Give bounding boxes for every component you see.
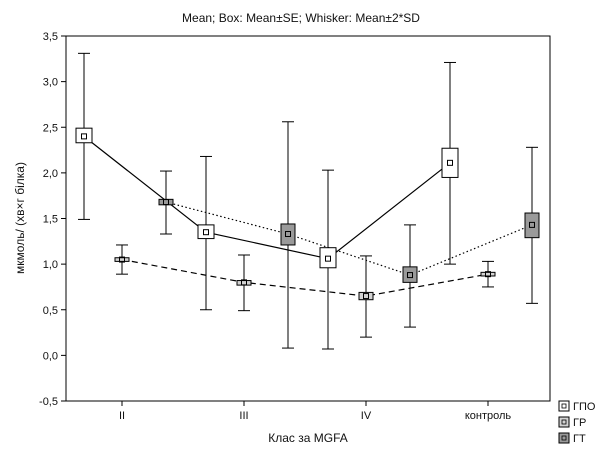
box-3-3 — [402, 224, 418, 328]
y-tick-label: 3,0 — [43, 77, 58, 89]
legend-item-3: ГТ — [558, 432, 586, 445]
mean-marker — [447, 159, 453, 166]
box-2-3 — [358, 255, 374, 338]
se-box — [441, 147, 459, 178]
legend-marker — [561, 403, 567, 409]
y-tick-label: 3,5 — [43, 31, 58, 43]
mean-marker — [529, 221, 535, 228]
se-box — [358, 291, 374, 301]
y-tick-label: 1,0 — [43, 259, 58, 271]
x-tick-label: III — [239, 410, 248, 422]
y-tick-label: 0,5 — [43, 305, 58, 317]
box-2-2 — [236, 254, 252, 312]
se-box — [75, 127, 93, 144]
se-box — [197, 224, 215, 240]
mean-line-1 — [83, 135, 451, 260]
chart-title: Mean; Box: Mean±SE; Whisker: Mean±2*SD — [182, 11, 420, 25]
series-boxes — [75, 52, 540, 350]
x-axis: II III IV контроль — [119, 401, 511, 422]
legend-item-1: ГПО — [558, 400, 596, 413]
box-2-4 — [480, 260, 496, 288]
box-1-2 — [197, 155, 215, 311]
y-tick-label: 0,0 — [43, 350, 58, 362]
x-tick-label: IV — [361, 410, 372, 422]
y-axis: -0,5 0,0 0,5 1,0 1,5 2,0 2,5 3,0 3,5 — [39, 31, 66, 408]
legend-label: ГТ — [573, 433, 586, 445]
y-tick-label: -0,5 — [39, 396, 58, 408]
legend: ГПО ГР ГТ — [558, 400, 596, 445]
mean-marker — [119, 256, 125, 263]
mean-marker — [81, 133, 87, 140]
mean-marker — [363, 293, 369, 300]
legend-item-2: ГР — [558, 416, 586, 429]
se-box — [480, 271, 496, 277]
mean-marker — [241, 279, 247, 286]
se-box — [319, 247, 337, 269]
legend-label: ГР — [573, 417, 586, 429]
mean-line-2 — [121, 258, 489, 297]
box-3-4 — [524, 146, 540, 304]
box-3-2 — [280, 121, 296, 349]
y-tick-label: 2,5 — [43, 122, 58, 134]
legend-marker — [561, 435, 567, 441]
x-axis-label: Клас за MGFA — [268, 431, 348, 445]
box-2-1 — [114, 244, 130, 275]
se-box — [402, 266, 418, 283]
legend-label: ГПО — [573, 401, 596, 413]
box-1-1 — [75, 52, 93, 220]
se-box — [114, 257, 130, 262]
series-lines — [83, 135, 533, 297]
se-box — [524, 212, 540, 239]
legend-swatch — [558, 400, 570, 412]
mean-marker — [203, 229, 209, 236]
mean-marker — [163, 199, 169, 206]
box-3-1 — [158, 170, 174, 235]
y-tick-label: 1,5 — [43, 214, 58, 226]
se-box — [280, 223, 296, 246]
legend-swatch — [558, 432, 570, 444]
box-1-3 — [319, 169, 337, 350]
y-axis-label: мкмоль/ (хв×г білка) — [13, 162, 27, 274]
x-tick-label: II — [119, 410, 125, 422]
se-box — [158, 198, 174, 206]
plot-area-frame — [65, 35, 551, 402]
legend-swatch — [558, 416, 570, 428]
mean-marker — [407, 272, 413, 279]
legend-marker — [561, 419, 567, 425]
box-1-4 — [441, 61, 459, 265]
y-tick-label: 2,0 — [43, 168, 58, 180]
mean-marker — [285, 231, 291, 238]
mean-marker — [485, 271, 491, 278]
x-tick-label: контроль — [465, 410, 512, 422]
mean-marker — [325, 255, 331, 262]
mean-line-3 — [165, 201, 533, 276]
